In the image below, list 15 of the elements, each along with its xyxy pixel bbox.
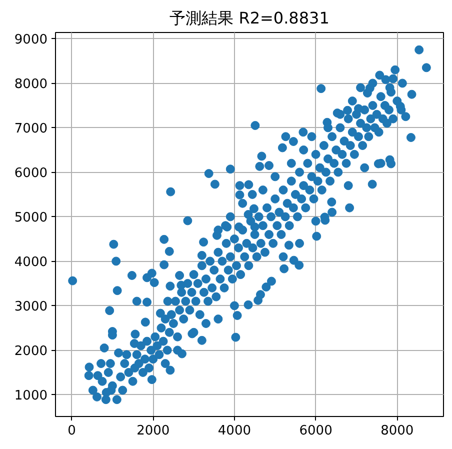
x-tick-label: 0 (68, 424, 76, 438)
y-tick-label: 9000 (14, 32, 48, 48)
y-tick-label: 6000 (14, 166, 48, 182)
y-tick-label: 7000 (14, 122, 48, 137)
y-tick-label: 5000 (14, 210, 48, 226)
x-tick-label: 6000 (299, 424, 332, 438)
chart-title: 予測結果 R2=0.8831 (170, 8, 330, 28)
y-tick-label: 8000 (14, 77, 48, 92)
y-tick-label: 2000 (14, 344, 48, 360)
x-tick-label: 2000 (136, 424, 170, 438)
y-tick-label: 1000 (14, 388, 48, 404)
y-tick-label: 3000 (14, 300, 48, 315)
y-tick-label: 4000 (14, 255, 48, 270)
x-tick-label: 4000 (218, 424, 252, 438)
x-tick-label: 8000 (380, 424, 414, 438)
